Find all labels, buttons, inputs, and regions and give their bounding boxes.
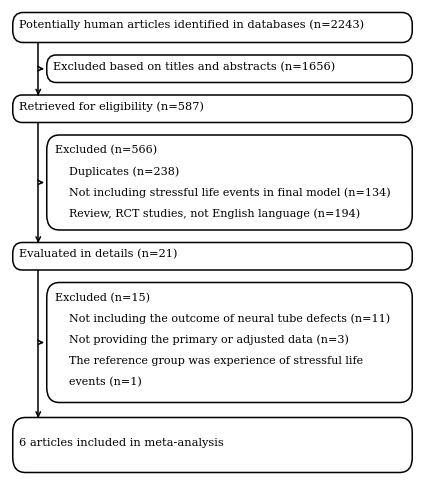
FancyBboxPatch shape [47,135,412,230]
FancyBboxPatch shape [13,242,412,270]
FancyBboxPatch shape [47,282,412,403]
Text: Review, RCT studies, not English language (n=194): Review, RCT studies, not English languag… [55,208,360,218]
Text: The reference group was experience of stressful life: The reference group was experience of st… [55,356,363,366]
Text: events (n=1): events (n=1) [55,376,142,387]
FancyBboxPatch shape [13,418,412,472]
Text: 6 articles included in meta-analysis: 6 articles included in meta-analysis [19,438,224,448]
FancyBboxPatch shape [13,95,412,122]
Text: Not including stressful life events in final model (n=134): Not including stressful life events in f… [55,187,391,198]
FancyBboxPatch shape [13,12,412,42]
FancyBboxPatch shape [47,55,412,82]
Text: Duplicates (n=238): Duplicates (n=238) [55,166,179,176]
Text: Retrieved for eligibility (n=587): Retrieved for eligibility (n=587) [19,102,204,112]
Text: Excluded based on titles and abstracts (n=1656): Excluded based on titles and abstracts (… [53,62,335,72]
Text: Not including the outcome of neural tube defects (n=11): Not including the outcome of neural tube… [55,314,391,324]
Text: Potentially human articles identified in databases (n=2243): Potentially human articles identified in… [19,19,364,30]
Text: Excluded (n=566): Excluded (n=566) [55,145,157,156]
Text: Excluded (n=15): Excluded (n=15) [55,292,150,303]
Text: Evaluated in details (n=21): Evaluated in details (n=21) [19,249,178,260]
Text: Not providing the primary or adjusted data (n=3): Not providing the primary or adjusted da… [55,334,349,345]
